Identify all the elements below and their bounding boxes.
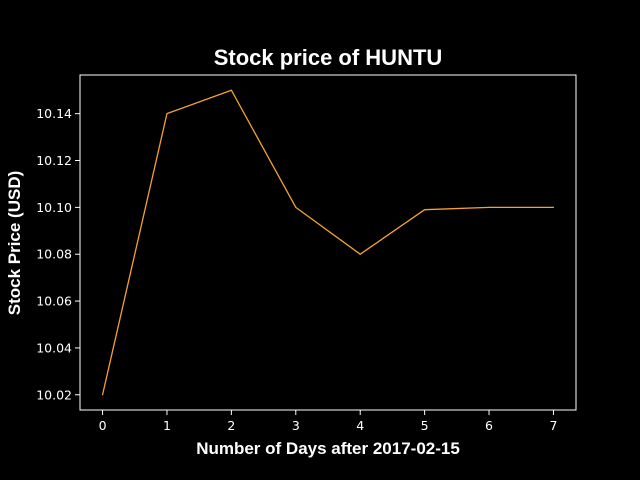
data-point: [359, 253, 361, 255]
x-tick-label: 0: [99, 418, 107, 433]
y-tick-label: 10.04: [36, 340, 72, 355]
data-point: [552, 206, 555, 208]
axes-frame: [79, 74, 577, 411]
data-point: [488, 206, 490, 208]
series-layer: [101, 89, 555, 396]
data-point: [424, 209, 426, 211]
data-point: [166, 113, 168, 115]
x-tick-label: 7: [549, 418, 557, 433]
y-tick-label: 10.12: [36, 153, 72, 168]
x-axis-label: Number of Days after 2017-02-15: [196, 439, 460, 458]
y-axis-label: Stock Price (USD): [5, 171, 24, 316]
x-tick-label: 4: [356, 418, 364, 433]
chart-title: Stock price of HUNTU: [214, 45, 443, 70]
data-point: [230, 89, 232, 91]
x-axis: 0 1 2 3 4 5 6 7: [99, 410, 557, 433]
y-tick-label: 10.10: [36, 200, 72, 215]
data-point: [101, 394, 104, 396]
x-tick-label: 3: [292, 418, 300, 433]
series-line: [101, 89, 554, 395]
x-tick-label: 6: [485, 418, 493, 433]
y-tick-label: 10.06: [36, 294, 72, 309]
data-point: [295, 206, 297, 208]
x-tick-label: 1: [163, 418, 171, 433]
y-tick-label: 10.02: [36, 387, 72, 402]
y-tick-label: 10.14: [36, 106, 72, 121]
x-tick-label: 2: [227, 418, 235, 433]
x-tick-label: 5: [421, 418, 429, 433]
y-axis: 10.02 10.04 10.06 10.08 10.10 10.12 10.14: [36, 106, 80, 402]
y-tick-label: 10.08: [36, 247, 72, 262]
